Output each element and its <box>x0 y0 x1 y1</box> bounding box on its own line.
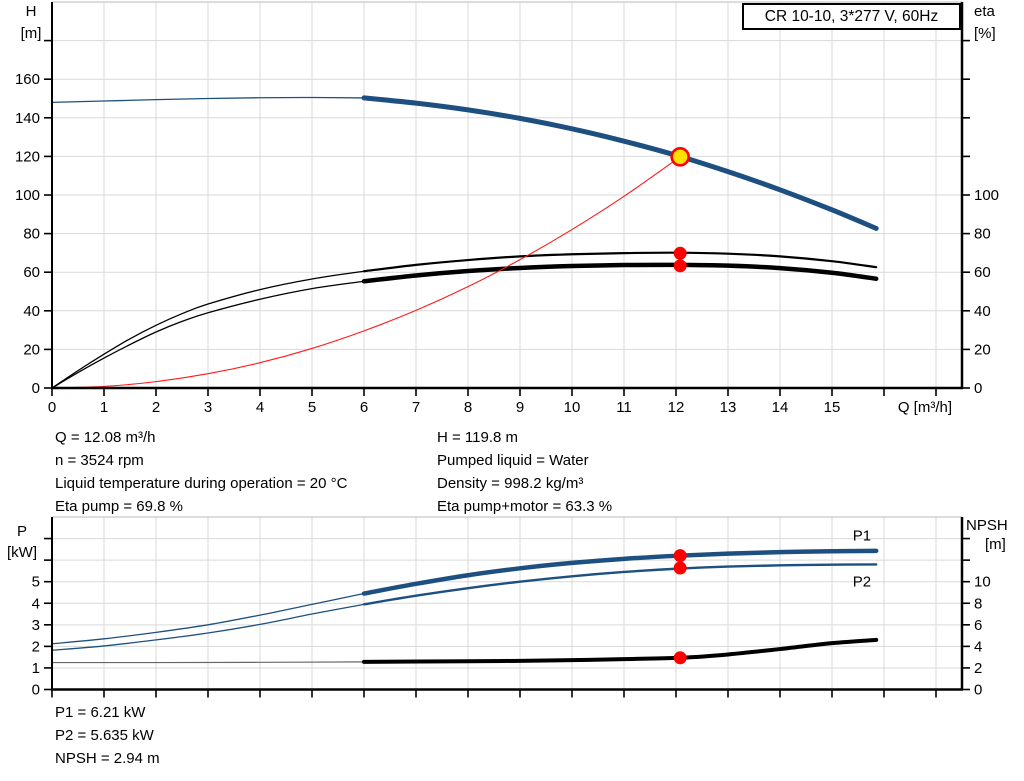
operating-data-left: Q = 12.08 m³/h n = 3524 rpm Liquid tempera… <box>55 426 347 518</box>
curve-label-p1: P1 <box>853 528 871 545</box>
y-tick-label-right: 0 <box>974 682 982 699</box>
npsh-curve <box>362 637 879 664</box>
y-tick-label-left: 20 <box>23 341 40 358</box>
curve-label-p2: P2 <box>853 573 871 590</box>
eta-pump-thin-low <box>51 270 365 389</box>
x-tick-label: 2 <box>152 399 160 416</box>
y-axis-title-left-unit: [m] <box>21 25 42 42</box>
y-tick-label-right: 6 <box>974 617 982 634</box>
x-tick-label: 0 <box>48 399 56 416</box>
x-tick-label: 9 <box>516 399 524 416</box>
y-axis-title-left-unit: [kW] <box>7 544 37 561</box>
x-axis-title: Q [m³/h] <box>898 399 952 416</box>
y-tick-label-left: 4 <box>32 595 40 612</box>
operating-data-right: H = 119.8 m Pumped liquid = Water Density … <box>437 426 612 518</box>
x-tick-label: 12 <box>668 399 685 416</box>
info-line: P2 = 5.635 kW <box>55 727 154 744</box>
y-tick-label-right: 2 <box>974 660 982 677</box>
x-tick-label: 8 <box>464 399 472 416</box>
y-tick-label-right: 60 <box>974 264 991 281</box>
x-tick-label: 6 <box>360 399 368 416</box>
duty-parabola <box>51 156 681 389</box>
pump-model-title-box: CR 10-10, 3*277 V, 60Hz <box>742 3 961 30</box>
x-tick-label: 4 <box>256 399 264 416</box>
y-axis-title-left: H <box>26 3 37 20</box>
info-line: Density = 998.2 kg/m³ <box>437 475 584 492</box>
y-axis-title-right: eta <box>974 3 996 20</box>
p1-point-marker <box>673 549 687 563</box>
x-tick-label: 1 <box>100 399 108 416</box>
y-tick-label-right: 80 <box>974 226 991 243</box>
y-tick-label-left: 0 <box>32 380 40 397</box>
npsh-point-marker <box>673 651 687 665</box>
x-tick-label: 10 <box>564 399 581 416</box>
y-tick-label-right: 100 <box>974 187 999 204</box>
y-tick-label-right: 20 <box>974 341 991 358</box>
eta-pump-motor-curve <box>361 262 879 284</box>
y-tick-label-left: 2 <box>32 638 40 655</box>
p2-thin-low <box>51 603 365 651</box>
y-tick-label-right: 4 <box>974 638 982 655</box>
hq-curve <box>361 95 879 231</box>
x-tick-label: 11 <box>616 399 632 416</box>
y-tick-label-left: 120 <box>15 148 40 165</box>
x-tick-label: 5 <box>308 399 316 416</box>
hq-curve-thin <box>51 96 365 104</box>
p2-curve <box>362 563 878 606</box>
y-tick-label-left: 3 <box>32 617 40 634</box>
y-axis-title-right-unit: [%] <box>974 25 996 42</box>
x-tick-label: 7 <box>412 399 420 416</box>
info-line: Eta pump = 69.8 % <box>55 498 183 515</box>
y-axis-title-right: NPSH <box>966 517 1008 534</box>
info-line: H = 119.8 m <box>437 429 519 446</box>
p1-thin-low <box>51 592 365 645</box>
x-tick-label: 14 <box>772 399 789 416</box>
y-tick-label-right: 0 <box>974 380 982 397</box>
y-tick-label-left: 5 <box>32 574 40 591</box>
info-line: Eta pump+motor = 63.3 % <box>437 498 613 515</box>
info-line: NPSH = 2.94 m <box>55 750 160 767</box>
info-line: Q = 12.08 m³/h <box>55 429 156 446</box>
npsh-thin-low <box>51 661 365 664</box>
eta-pump-motor-point-marker <box>673 259 687 273</box>
y-tick-label-right: 40 <box>974 303 991 320</box>
p1-curve <box>361 548 879 596</box>
info-line: Liquid temperature during operation = 20… <box>55 475 348 492</box>
power-data-block: P1 = 6.21 kW P2 = 5.635 kW NPSH = 2.94 m <box>55 701 160 770</box>
info-line: P1 = 6.21 kW <box>55 704 146 721</box>
y-tick-label-left: 140 <box>15 110 40 127</box>
y-axis-title-right-unit: [m] <box>985 536 1006 553</box>
pump-model-title: CR 10-10, 3*277 V, 60Hz <box>764 7 939 25</box>
y-tick-label-left: 40 <box>23 303 40 320</box>
x-tick-label: 13 <box>720 399 737 416</box>
y-tick-label-left: 0 <box>32 682 40 699</box>
x-tick-label: 3 <box>204 399 212 416</box>
y-tick-label-left: 160 <box>15 71 40 88</box>
eta-pump-motor-thin-low <box>51 280 365 389</box>
eta-pump-point-marker <box>673 246 687 260</box>
y-tick-label-left: 80 <box>23 226 40 243</box>
x-tick-label: 15 <box>824 399 841 416</box>
info-line: Pumped liquid = Water <box>437 452 589 469</box>
y-tick-label-left: 60 <box>23 264 40 281</box>
eta-pump-curve <box>362 251 878 273</box>
duty-point-marker <box>670 146 690 167</box>
y-tick-label-right: 10 <box>974 574 991 591</box>
y-axis-title-left: P <box>17 523 27 540</box>
y-tick-label-right: 8 <box>974 595 982 612</box>
y-tick-label-left: 1 <box>32 660 40 677</box>
p2-point-marker <box>673 561 687 575</box>
y-tick-label-left: 100 <box>15 187 40 204</box>
info-line: n = 3524 rpm <box>55 452 144 469</box>
